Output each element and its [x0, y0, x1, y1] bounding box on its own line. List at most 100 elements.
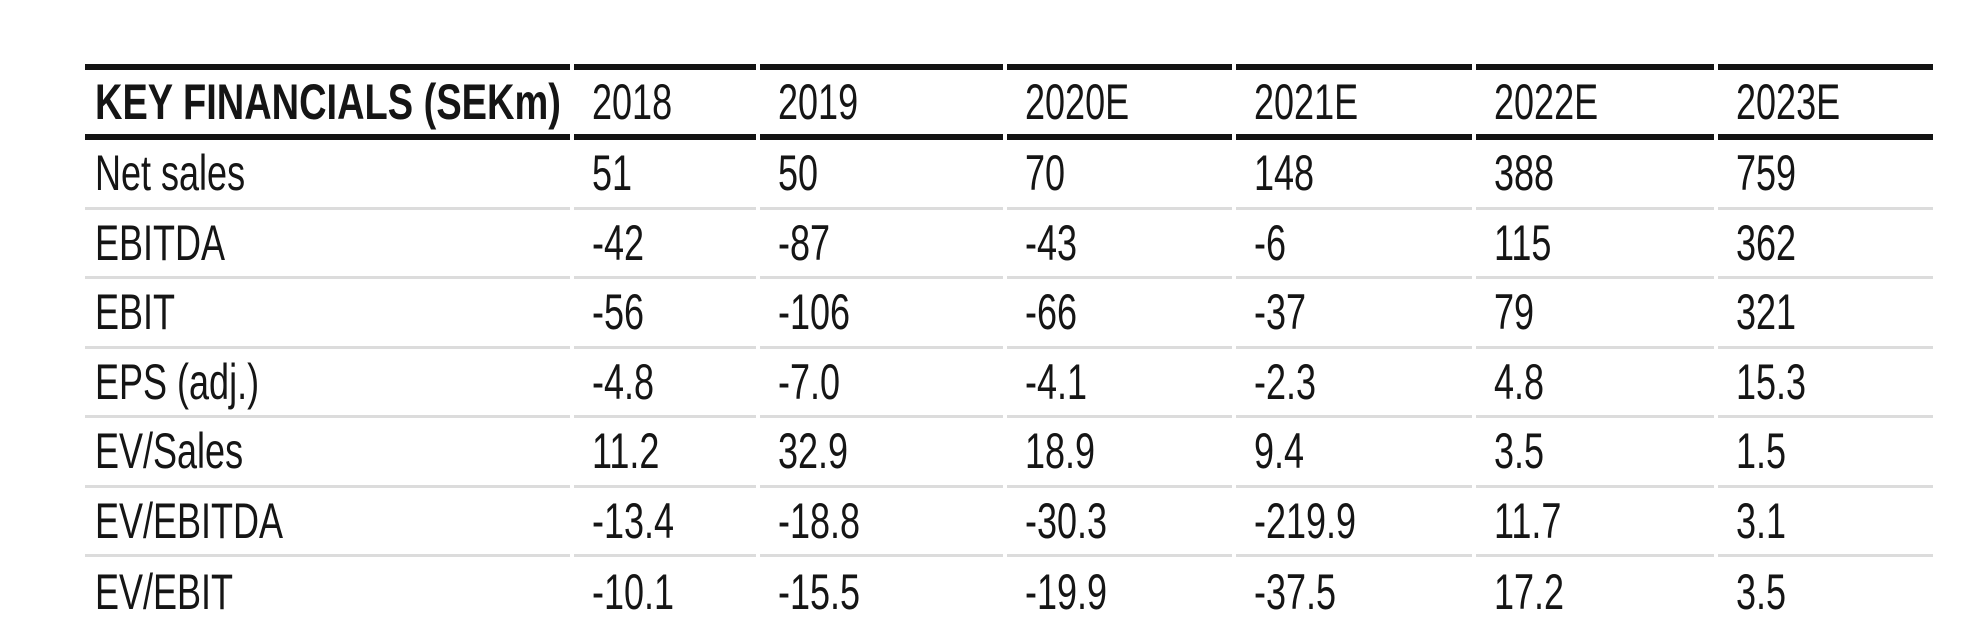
- row-label: Net sales: [95, 145, 246, 202]
- cell-value: 15.3: [1736, 353, 1807, 410]
- cell-value: 148: [1254, 145, 1315, 202]
- cell-value: 321: [1736, 284, 1797, 341]
- table-cell: -2.3: [1236, 349, 1472, 418]
- cell-value: -219.9: [1254, 492, 1357, 549]
- table-cell: 3.5: [1476, 418, 1714, 488]
- column-header-2018: 2018: [574, 64, 756, 140]
- cell-value: 11.7: [1494, 492, 1562, 549]
- table-cell: 148: [1236, 140, 1472, 210]
- cell-value: -19.9: [1025, 563, 1108, 620]
- cell-value: -66: [1025, 284, 1078, 341]
- table-row-ev-ebit: EV/EBIT -10.1 -15.5 -19.9 -37.5 17.2 3.5: [85, 557, 1933, 627]
- cell-value: 1.5: [1736, 423, 1787, 480]
- cell-value: 51: [592, 145, 633, 202]
- row-label: EBIT: [95, 284, 176, 341]
- cell-value: -13.4: [592, 492, 675, 549]
- cell-value: 70: [1025, 145, 1066, 202]
- table-cell: -10.1: [574, 557, 756, 627]
- cell-value: 115: [1494, 214, 1552, 271]
- table-row-net-sales: Net sales 51 50 70 148 388 759: [85, 140, 1933, 210]
- column-header-2023e: 2023E: [1718, 64, 1933, 140]
- column-header-label: 2018: [592, 74, 673, 130]
- cell-value: -43: [1025, 214, 1078, 271]
- table-cell: -6: [1236, 210, 1472, 279]
- table-cell: 115: [1476, 210, 1714, 279]
- column-header-label: 2020E: [1025, 74, 1130, 130]
- cell-value: 3.5: [1494, 423, 1545, 480]
- cell-value: 4.8: [1494, 353, 1545, 410]
- column-header-label: 2019: [778, 74, 859, 130]
- table-cell: -87: [760, 210, 1003, 279]
- key-financials-table: KEY FINANCIALS (SEKm) 2018 2019 2020E 20…: [85, 64, 1933, 627]
- table-row-ebitda: EBITDA -42 -87 -43 -6 115 362: [85, 210, 1933, 279]
- table-header-row: KEY FINANCIALS (SEKm) 2018 2019 2020E 20…: [85, 64, 1933, 140]
- row-label-cell: EV/Sales: [85, 418, 570, 488]
- cell-value: -4.1: [1025, 353, 1088, 410]
- table-cell: -37.5: [1236, 557, 1472, 627]
- table-cell: 70: [1007, 140, 1232, 210]
- cell-value: 32.9: [778, 423, 849, 480]
- cell-value: -37: [1254, 284, 1307, 341]
- row-label: EV/EBITDA: [95, 492, 284, 549]
- table-cell: 51: [574, 140, 756, 210]
- cell-value: 3.5: [1736, 563, 1787, 620]
- table-title: KEY FINANCIALS (SEKm): [95, 74, 561, 130]
- cell-value: -15.5: [778, 563, 861, 620]
- row-label-cell: Net sales: [85, 140, 570, 210]
- cell-value: -10.1: [592, 563, 675, 620]
- table-row-ev-sales: EV/Sales 11.2 32.9 18.9 9.4 3.5 1.5: [85, 418, 1933, 488]
- row-label: EV/Sales: [95, 423, 244, 480]
- row-label: EPS (adj.): [95, 353, 260, 410]
- cell-value: 3.1: [1736, 492, 1787, 549]
- table-cell: -19.9: [1007, 557, 1232, 627]
- table-cell: 9.4: [1236, 418, 1472, 488]
- table-cell: -106: [760, 279, 1003, 349]
- table-cell: -7.0: [760, 349, 1003, 418]
- cell-value: -106: [778, 284, 851, 341]
- table-cell: 362: [1718, 210, 1933, 279]
- table-cell: -219.9: [1236, 488, 1472, 557]
- column-header-label: 2021E: [1254, 74, 1359, 130]
- cell-value: -37.5: [1254, 563, 1337, 620]
- cell-value: -6: [1254, 214, 1287, 271]
- table-cell: -66: [1007, 279, 1232, 349]
- column-header-2021e: 2021E: [1236, 64, 1472, 140]
- table-cell: -13.4: [574, 488, 756, 557]
- cell-value: -87: [778, 214, 831, 271]
- row-label-cell: EBITDA: [85, 210, 570, 279]
- table-cell: 18.9: [1007, 418, 1232, 488]
- table-cell: 759: [1718, 140, 1933, 210]
- table-cell: -56: [574, 279, 756, 349]
- table-cell: -18.8: [760, 488, 1003, 557]
- row-label-cell: EPS (adj.): [85, 349, 570, 418]
- cell-value: 79: [1494, 284, 1535, 341]
- table-cell: 17.2: [1476, 557, 1714, 627]
- table-cell: -4.1: [1007, 349, 1232, 418]
- cell-value: 18.9: [1025, 423, 1096, 480]
- row-label-cell: EBIT: [85, 279, 570, 349]
- cell-value: 9.4: [1254, 423, 1305, 480]
- table-cell: -30.3: [1007, 488, 1232, 557]
- cell-value: -2.3: [1254, 353, 1317, 410]
- cell-value: -4.8: [592, 353, 655, 410]
- cell-value: -30.3: [1025, 492, 1108, 549]
- cell-value: 759: [1736, 145, 1797, 202]
- table-row-ebit: EBIT -56 -106 -66 -37 79 321: [85, 279, 1933, 349]
- row-label-cell: EV/EBITDA: [85, 488, 570, 557]
- table-cell: -15.5: [760, 557, 1003, 627]
- table-header-title-cell: KEY FINANCIALS (SEKm): [85, 64, 570, 140]
- table-cell: 79: [1476, 279, 1714, 349]
- cell-value: 388: [1494, 145, 1555, 202]
- table-cell: 3.5: [1718, 557, 1933, 627]
- table-cell: -4.8: [574, 349, 756, 418]
- cell-value: -18.8: [778, 492, 861, 549]
- table-cell: 3.1: [1718, 488, 1933, 557]
- cell-value: -42: [592, 214, 645, 271]
- table-cell: 50: [760, 140, 1003, 210]
- row-label: EV/EBIT: [95, 563, 234, 620]
- column-header-2022e: 2022E: [1476, 64, 1714, 140]
- cell-value: 11.2: [592, 423, 660, 480]
- table-cell: 32.9: [760, 418, 1003, 488]
- table-cell: 388: [1476, 140, 1714, 210]
- table-cell: -42: [574, 210, 756, 279]
